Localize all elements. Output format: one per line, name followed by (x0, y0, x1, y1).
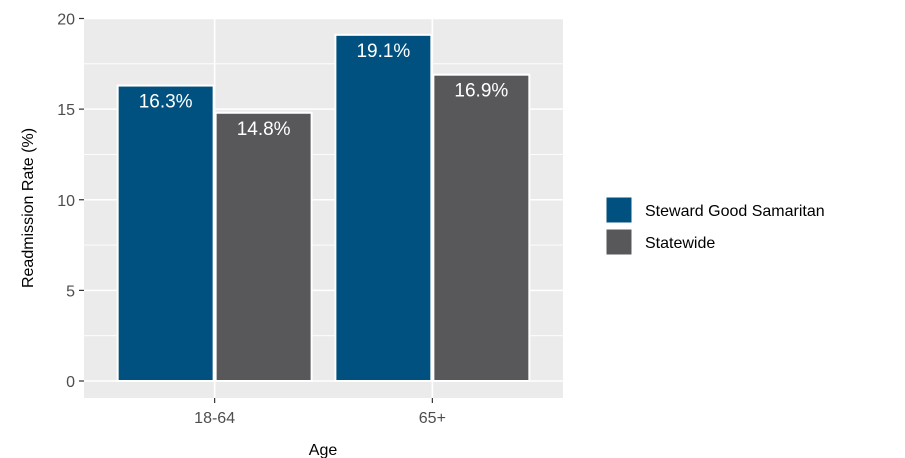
bars (116, 33, 531, 382)
x-axis: 18-64 65+ (194, 398, 446, 427)
bar (214, 111, 313, 382)
y-tick-label: 20 (57, 12, 75, 29)
x-tick-label: 65+ (419, 410, 446, 427)
legend-swatch (605, 196, 633, 224)
legend-label: Statewide (645, 235, 715, 252)
x-tick-label: 18-64 (194, 410, 235, 427)
bar-value-label: 19.1% (356, 41, 410, 62)
legend: Steward Good Samaritan Statewide (605, 196, 825, 256)
bar (334, 33, 433, 382)
y-tick-label: 5 (66, 283, 75, 300)
bar-value-label: 16.9% (454, 81, 508, 102)
legend-swatch (605, 228, 633, 256)
bar (432, 73, 531, 382)
x-axis-title: Age (309, 442, 338, 458)
bar-value-label: 14.8% (237, 119, 291, 140)
y-tick-label: 0 (66, 374, 75, 391)
bar-value-labels: 16.3% 14.8% 19.1% 16.9% (139, 41, 509, 140)
y-tick-label: 15 (57, 102, 75, 119)
y-axis: 0 5 10 15 20 (57, 12, 84, 391)
legend-label: Steward Good Samaritan (645, 203, 825, 220)
bar (116, 84, 215, 382)
y-axis-title: Readmission Rate (%) (20, 128, 37, 288)
bar-value-label: 16.3% (139, 92, 193, 113)
y-tick-label: 10 (57, 193, 75, 210)
